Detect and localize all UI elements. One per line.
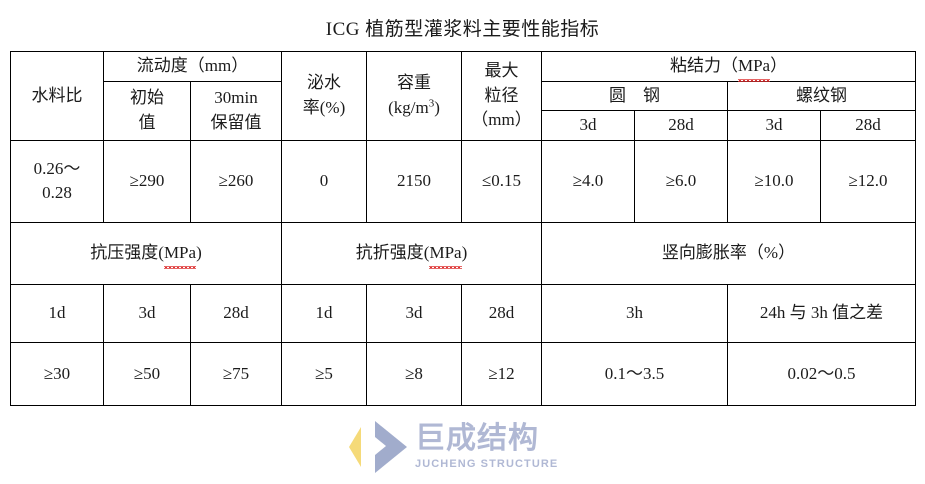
header-max-particle-size: 最大 粒径 （mm） [461,51,543,141]
header-compressive-strength: 抗压强度(MPa) [9,221,283,285]
header-flexural-strength-pre: 抗折强度( [355,243,430,263]
header-fluidity: 流动度（mm） [102,51,283,82]
header-deformed-bar-28d: 28d [820,110,917,141]
header-flexural-28d: 28d [461,283,543,343]
value-water-cement-ratio-line2: 0.28 [42,183,72,203]
value-fluidity-30min: ≥260 [189,139,283,223]
header-compressive-28d: 28d [189,283,283,343]
value-water-cement-ratio-line1: 0.26～ [33,158,81,178]
header-fluidity-30min-line2: 保留值 [210,112,262,132]
table-row: 0.26～ 0.28 ≥290 ≥260 0 2150 ≤0.15 ≥4.0 ≥… [10,139,917,223]
header-water-cement-ratio: 水料比 [10,51,104,141]
watermark-cn-text: 巨成结构 [415,422,539,455]
header-max-particle-line2: 粒径 [484,85,519,105]
spec-table-container: 水料比 流动度（mm） 泌水 率(%) 容重 (kg/m3) 最大 粒径 （mm… [9,51,917,406]
jucheng-logo-icon [349,419,411,475]
logo-triangle-shape [375,421,407,473]
header-deformed-bar: 螺纹钢 [727,80,917,112]
table-row: 抗压强度(MPa) 抗折强度(MPa) 竖向膨胀率（%） [9,221,917,285]
header-compressive-strength-unit: MPa [163,241,197,269]
value-bleeding-rate: 0 [281,139,368,223]
spec-table: 水料比 流动度（mm） 泌水 率(%) 容重 (kg/m3) 最大 粒径 （mm… [9,51,917,406]
page-title: ICG 植筋型灌浆料主要性能指标 [325,19,600,40]
header-bulk-density-line1: 容重 [397,73,432,93]
header-round-bar-28d: 28d [634,110,729,141]
header-compressive-1d: 1d [10,283,104,343]
header-flexural-3d: 3d [366,283,463,343]
header-bulk-density-unit-post: ) [434,97,440,117]
value-compressive-3d: ≥50 [103,341,191,406]
header-bleeding-rate-line1: 泌水 [307,73,342,93]
table-row: 1d 3d 28d 1d 3d 28d 3h 24h 与 3h 值之差 [10,283,917,343]
value-flexural-3d: ≥8 [366,341,463,406]
header-bulk-density-unit: (kg/m3) [388,97,440,117]
header-bleeding-rate: 泌水 率(%) [281,51,368,141]
header-bulk-density-unit-sup: 3 [428,97,435,110]
header-compressive-strength-post: ) [196,243,202,263]
logo-notch-shape [375,437,386,455]
value-bond-round-28d: ≥6.0 [634,139,729,223]
header-bond-strength-unit: MPa [737,54,771,82]
header-bond-strength: 粘结力（MPa） [541,51,917,82]
header-bond-strength-pre: 粘结力（ [669,56,738,75]
value-compressive-1d: ≥30 [10,341,104,406]
header-bulk-density: 容重 (kg/m3) [366,51,463,141]
header-flexural-strength-post: ) [461,243,468,263]
header-compressive-3d: 3d [103,283,191,343]
logo-kite-shape [349,427,361,467]
header-bond-strength-post: ） [770,56,788,75]
value-bond-deformed-28d: ≥12.0 [820,139,917,223]
value-bulk-density: 2150 [366,139,463,223]
header-flexural-strength: 抗折强度(MPa) [281,221,543,285]
header-expansion-diff: 24h 与 3h 值之差 [727,283,917,343]
header-deformed-bar-3d: 3d [727,110,822,141]
table-row: 3d 28d 3d 28d [11,110,917,141]
header-max-particle-line1: 最大 [484,61,519,80]
watermark-row: 巨成结构 JUCHENG STRUCTURE [349,419,558,475]
value-compressive-28d: ≥75 [189,341,283,406]
header-fluidity-30min-line1: 30min [214,88,258,108]
header-fluidity-initial-line1: 初始 [130,88,164,108]
value-expansion-3h: 0.1～3.5 [541,341,729,406]
header-vertical-expansion: 竖向膨胀率（%） [541,221,917,285]
value-max-particle-size: ≤0.15 [461,139,543,223]
header-flexural-strength-unit: MPa [429,241,462,269]
value-fluidity-initial: ≥290 [103,139,191,223]
header-compressive-strength-pre: 抗压强度( [90,243,164,263]
watermark-en-text: JUCHENG STRUCTURE [415,458,559,470]
header-bleeding-rate-line2: 率(%) [302,97,346,117]
header-round-bar: 圆 钢 [541,80,729,112]
header-fluidity-30min: 30min 保留值 [189,80,283,141]
header-max-particle-line3: （mm） [471,110,532,130]
header-flexural-1d: 1d [281,283,368,343]
value-bond-round-3d: ≥4.0 [541,139,636,223]
value-flexural-28d: ≥12 [461,341,543,406]
value-expansion-diff: 0.02～0.5 [727,341,917,406]
header-fluidity-initial: 初始 值 [103,80,191,141]
value-bond-deformed-3d: ≥10.0 [727,139,822,223]
watermark: 巨成结构 JUCHENG STRUCTURE [349,415,619,481]
table-row: 初始 值 30min 保留值 圆 钢 螺纹钢 [11,80,917,141]
header-bulk-density-unit-pre: (kg/m [388,97,429,117]
table-row: ≥30 ≥50 ≥75 ≥5 ≥8 ≥12 0.1～3.5 0.02～0.5 [10,341,917,406]
watermark-text-block: 巨成结构 JUCHENG STRUCTURE [415,422,559,471]
header-round-bar-3d: 3d [541,110,636,141]
header-expansion-3h: 3h [541,283,729,343]
value-flexural-1d: ≥5 [281,341,368,406]
table-row: 水料比 流动度（mm） 泌水 率(%) 容重 (kg/m3) 最大 粒径 （mm… [10,51,917,141]
value-water-cement-ratio: 0.26～ 0.28 [10,139,104,223]
header-fluidity-initial-line2: 值 [138,112,156,132]
